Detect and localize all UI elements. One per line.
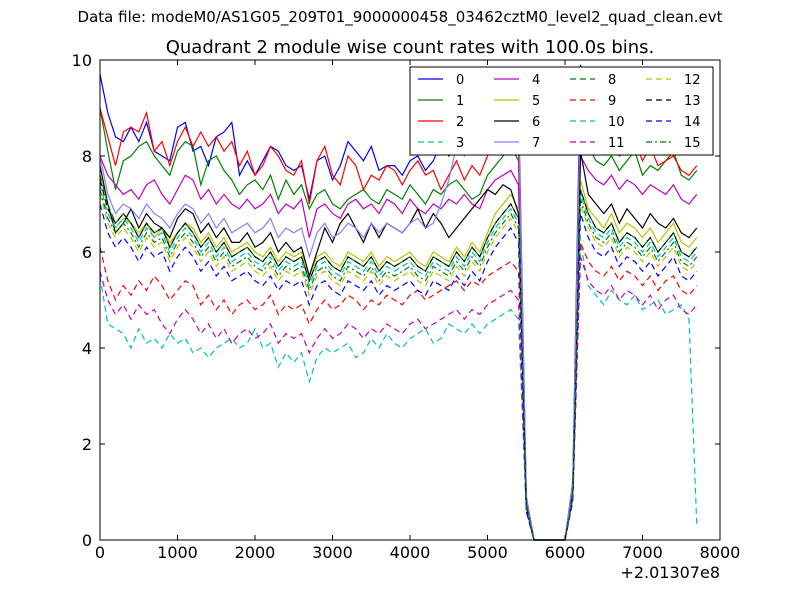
x-tick-label: 7000 — [622, 543, 663, 562]
legend-label-11: 11 — [608, 136, 625, 151]
chart-title: Quadrant 2 module wise count rates with … — [166, 37, 655, 58]
legend-label-12: 12 — [684, 73, 701, 88]
series-line-10 — [99, 184, 698, 541]
x-tick-label: 1000 — [157, 543, 198, 562]
legend-label-6: 6 — [532, 115, 540, 130]
series-line-2 — [99, 98, 698, 541]
series-line-5 — [99, 175, 698, 541]
legend-label-4: 4 — [532, 73, 540, 88]
series-line-14 — [99, 203, 698, 541]
legend-label-3: 3 — [456, 136, 464, 151]
series-line-7 — [99, 97, 698, 541]
legend-label-10: 10 — [608, 115, 625, 130]
x-tick-label: 5000 — [467, 543, 508, 562]
y-tick-label: 0 — [82, 531, 92, 550]
series-line-3 — [99, 242, 698, 541]
legend-label-13: 13 — [684, 94, 701, 109]
x-tick-label: 0 — [95, 543, 105, 562]
series-line-12 — [99, 194, 698, 541]
series-line-13 — [99, 179, 698, 541]
x-tick-label: 6000 — [545, 543, 586, 562]
legend-label-14: 14 — [684, 115, 701, 130]
legend-label-5: 5 — [532, 94, 540, 109]
y-tick-label: 2 — [82, 435, 92, 454]
x-tick-label: 2000 — [235, 543, 276, 562]
y-tick-label: 10 — [72, 51, 92, 70]
x-tick-label: 3000 — [312, 543, 353, 562]
y-tick-label: 8 — [82, 147, 92, 166]
series-line-15 — [99, 189, 698, 541]
legend-box — [409, 66, 714, 156]
legend-label-2: 2 — [456, 115, 464, 130]
x-offset-label: +2.01307e8 — [620, 563, 720, 582]
series-line-9 — [99, 242, 698, 541]
x-tick-label: 4000 — [390, 543, 431, 562]
x-tick-label: 8000 — [700, 543, 741, 562]
series-line-1 — [99, 107, 698, 541]
y-tick-label: 4 — [82, 339, 92, 358]
y-tick-label: 6 — [82, 243, 92, 262]
series-line-4 — [99, 153, 698, 541]
legend-label-9: 9 — [608, 94, 616, 109]
series-line-11 — [99, 256, 698, 541]
legend-label-0: 0 — [456, 73, 464, 88]
legend-label-7: 7 — [532, 136, 540, 151]
legend-label-15: 15 — [684, 136, 701, 151]
legend-label-8: 8 — [608, 73, 616, 88]
data-file-label: Data file: modeM0/AS1G05_209T01_90000004… — [77, 8, 723, 26]
legend-label-1: 1 — [456, 94, 464, 109]
